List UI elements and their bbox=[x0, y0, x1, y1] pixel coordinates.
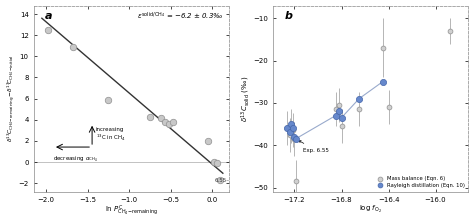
Point bbox=[210, 160, 218, 164]
Point bbox=[356, 97, 363, 100]
Point bbox=[70, 45, 77, 49]
Y-axis label: $\delta^{13}C_{\mathrm{solid}}$ (‰): $\delta^{13}C_{\mathrm{solid}}$ (‰) bbox=[240, 75, 252, 122]
Text: Exp. 6.55: Exp. 6.55 bbox=[299, 141, 328, 153]
Point bbox=[161, 120, 169, 124]
Point bbox=[292, 137, 300, 141]
Point bbox=[169, 121, 177, 124]
Point bbox=[287, 122, 295, 126]
Text: b: b bbox=[285, 11, 293, 21]
Text: increasing
$^{13}$C in CH$_4$: increasing $^{13}$C in CH$_4$ bbox=[96, 127, 126, 143]
Point bbox=[165, 122, 173, 126]
Point bbox=[157, 116, 164, 120]
Point bbox=[216, 178, 223, 182]
X-axis label: ln $P^{\mathrm{C}}_{\mathrm{CH_4\!-\!remaining}}$: ln $P^{\mathrm{C}}_{\mathrm{CH_4\!-\!rem… bbox=[105, 204, 158, 218]
Point bbox=[379, 80, 386, 84]
Point bbox=[283, 127, 291, 130]
Text: decreasing $\alpha_{\mathrm{CH_4}}$: decreasing $\alpha_{\mathrm{CH_4}}$ bbox=[53, 155, 98, 164]
Text: $\varepsilon^{\mathrm{solid/CH_4}}$ = −6.2 ± 0.3‰: $\varepsilon^{\mathrm{solid/CH_4}}$ = −6… bbox=[137, 11, 223, 22]
Point bbox=[332, 114, 339, 117]
Point bbox=[289, 127, 297, 130]
Point bbox=[204, 139, 212, 143]
Point bbox=[286, 131, 293, 134]
Point bbox=[45, 28, 52, 32]
Y-axis label: $\delta^{13}\!C_{\mathrm{CH_4\!-\!remaining}}\!-\!\delta^{13}\!C_{\mathrm{CH_4\!: $\delta^{13}\!C_{\mathrm{CH_4\!-\!remain… bbox=[6, 55, 17, 142]
Point bbox=[337, 116, 345, 119]
Legend: Mass balance (Eqn. 6), Rayleigh distillation (Eqn. 10): Mass balance (Eqn. 6), Rayleigh distilla… bbox=[374, 175, 466, 189]
Point bbox=[146, 115, 154, 119]
Point bbox=[213, 161, 221, 164]
Text: 6.55–: 6.55– bbox=[215, 178, 229, 183]
X-axis label: log $f_{\mathrm{O_2}}$: log $f_{\mathrm{O_2}}$ bbox=[359, 204, 383, 215]
Point bbox=[104, 98, 112, 101]
Text: a: a bbox=[45, 11, 53, 21]
Point bbox=[291, 135, 298, 138]
Point bbox=[336, 110, 343, 113]
